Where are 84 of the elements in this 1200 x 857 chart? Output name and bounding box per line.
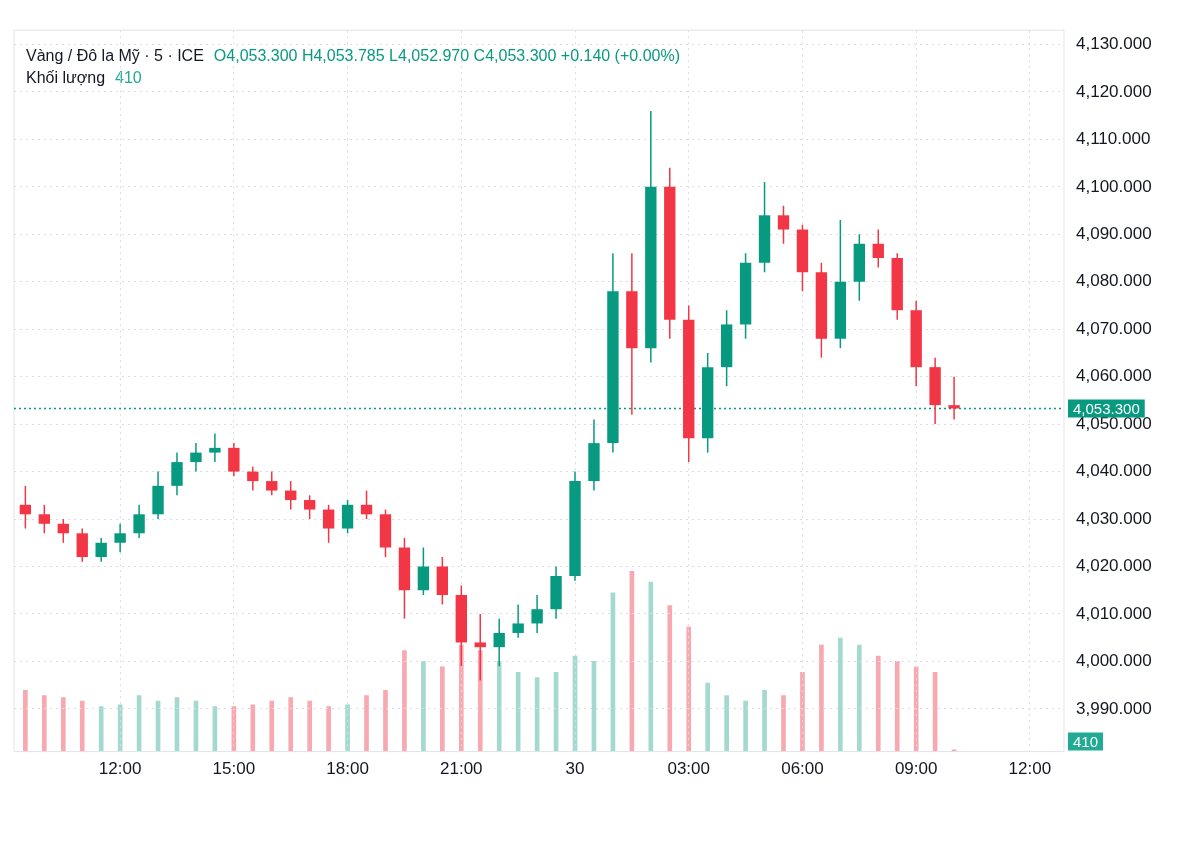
- x-tick-label: 30: [565, 759, 585, 779]
- candlestick: [133, 504, 145, 539]
- y-tick-label: 4,120.000: [1076, 81, 1152, 101]
- bar: [667, 605, 673, 752]
- candlestick: [228, 442, 240, 478]
- candlestick: [531, 594, 543, 634]
- bar: [60, 697, 66, 752]
- y-tick-label: 4,100.000: [1076, 176, 1152, 196]
- bar: [743, 700, 748, 752]
- text: 410: [1073, 732, 1099, 750]
- candlestick: [322, 504, 335, 544]
- candlestick: [95, 537, 107, 563]
- y-tick-label: 4,040.000: [1076, 461, 1152, 481]
- bar: [345, 704, 350, 752]
- candlestick: [209, 432, 221, 463]
- y-tick-label: 4,090.000: [1076, 223, 1152, 243]
- bar: [250, 704, 256, 752]
- bar: [762, 689, 767, 752]
- x-tick-label: 09:00: [894, 759, 938, 779]
- y-tick-label: 4,060.000: [1076, 366, 1152, 386]
- candlestick: [948, 375, 960, 421]
- candlestick: [114, 523, 126, 554]
- candlestick: [190, 442, 202, 473]
- text: O4,053.300 H4,053.785 L4,052.970 C4,053.300 +0.140 (+0.00%): [213, 46, 680, 64]
- bar: [42, 695, 47, 752]
- bar: [819, 644, 824, 752]
- x-tick-label: 03:00: [667, 759, 710, 779]
- y-tick-label: 4,110.000: [1076, 129, 1151, 149]
- bar: [781, 695, 786, 752]
- y-tick-label: 4,070.000: [1076, 318, 1152, 338]
- text: Vàng / Đô la Mỹ · 5 · ICE: [26, 46, 204, 64]
- candlestick: [57, 518, 69, 544]
- candlestick: [247, 466, 259, 492]
- candlestick: [360, 489, 373, 520]
- bar: [856, 644, 862, 752]
- bar: [894, 661, 900, 752]
- candlestick: [512, 603, 524, 639]
- x-tick-label: 21:00: [440, 759, 483, 779]
- x-tick-label: 18:00: [326, 759, 369, 779]
- y-tick-label: 4,130.000: [1076, 34, 1152, 54]
- bar: [875, 655, 881, 752]
- candlestick: [341, 499, 354, 535]
- candlestick: [171, 451, 183, 497]
- candlestick: [285, 480, 297, 511]
- candlestick: [19, 485, 32, 530]
- y-tick-label: 4,010.000: [1076, 603, 1152, 623]
- bar: [23, 689, 28, 752]
- bar: [705, 682, 711, 752]
- y-tick-label: 4,030.000: [1076, 508, 1152, 528]
- candlestick: [266, 470, 278, 497]
- x-tick-label: 15:00: [212, 759, 256, 779]
- candlestick: [777, 205, 790, 245]
- candlestick: [303, 494, 316, 520]
- bar: [838, 637, 843, 752]
- bar: [79, 700, 85, 752]
- bar: [326, 706, 331, 752]
- candlestick: [38, 504, 51, 535]
- candlestick: [76, 527, 88, 563]
- text: 410: [115, 68, 142, 86]
- y-tick-label: 4,020.000: [1076, 556, 1152, 576]
- bar: [307, 700, 312, 752]
- bar: [288, 697, 294, 752]
- candlestick: [417, 546, 430, 596]
- bar: [98, 706, 104, 752]
- bar: [648, 581, 654, 752]
- x-tick-label: 06:00: [781, 759, 824, 779]
- bar: [724, 695, 729, 752]
- y-tick-label: 4,080.000: [1076, 271, 1152, 291]
- bar: [269, 700, 275, 752]
- ref-line-label: 4,053.300: [1073, 399, 1140, 417]
- bar: [421, 661, 426, 752]
- bar: [496, 661, 502, 752]
- y-tick-label: 4,000.000: [1076, 651, 1152, 671]
- bar: [686, 626, 692, 752]
- bar: [383, 689, 388, 752]
- candlestick: [872, 228, 884, 269]
- x-tick-label: 12:00: [98, 759, 142, 779]
- y-tick-label: 3,990.000: [1076, 698, 1152, 718]
- x-tick-label: 12:00: [1008, 759, 1052, 779]
- bar: [440, 666, 445, 752]
- chart-title: Khối lượng: [26, 68, 106, 86]
- bar: [402, 650, 407, 752]
- bar: [800, 671, 805, 752]
- bar: [364, 695, 369, 752]
